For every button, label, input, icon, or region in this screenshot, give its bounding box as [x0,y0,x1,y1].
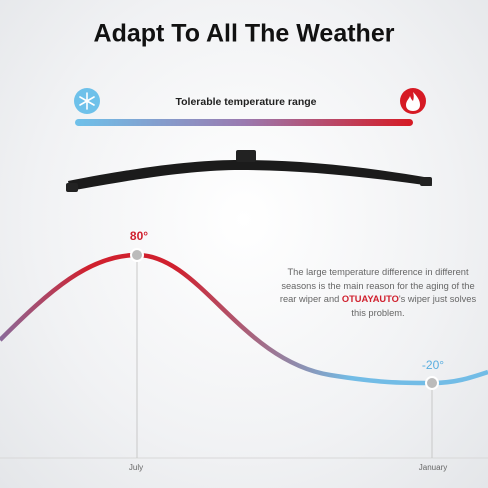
description: The large temperature difference in diff… [276,266,480,320]
title: Adapt To All The Weather [94,20,395,48]
range-label: Tolerable temperature range [175,96,316,108]
peak-marker [130,248,144,262]
trough-marker [425,376,439,390]
peak-month: July [129,463,143,472]
trough-month: January [419,463,447,472]
description-text: The large temperature difference in diff… [279,267,475,304]
peak-label: 80° [130,229,148,243]
trough-label: -20° [422,358,444,372]
cold-icon [74,88,100,114]
wiper-blade [66,150,432,192]
range-bar [75,119,413,126]
description-text: 's wiper just solves this problem. [351,294,477,318]
hot-icon [400,88,426,114]
brand-name: OTUAYAUTO [341,294,399,304]
